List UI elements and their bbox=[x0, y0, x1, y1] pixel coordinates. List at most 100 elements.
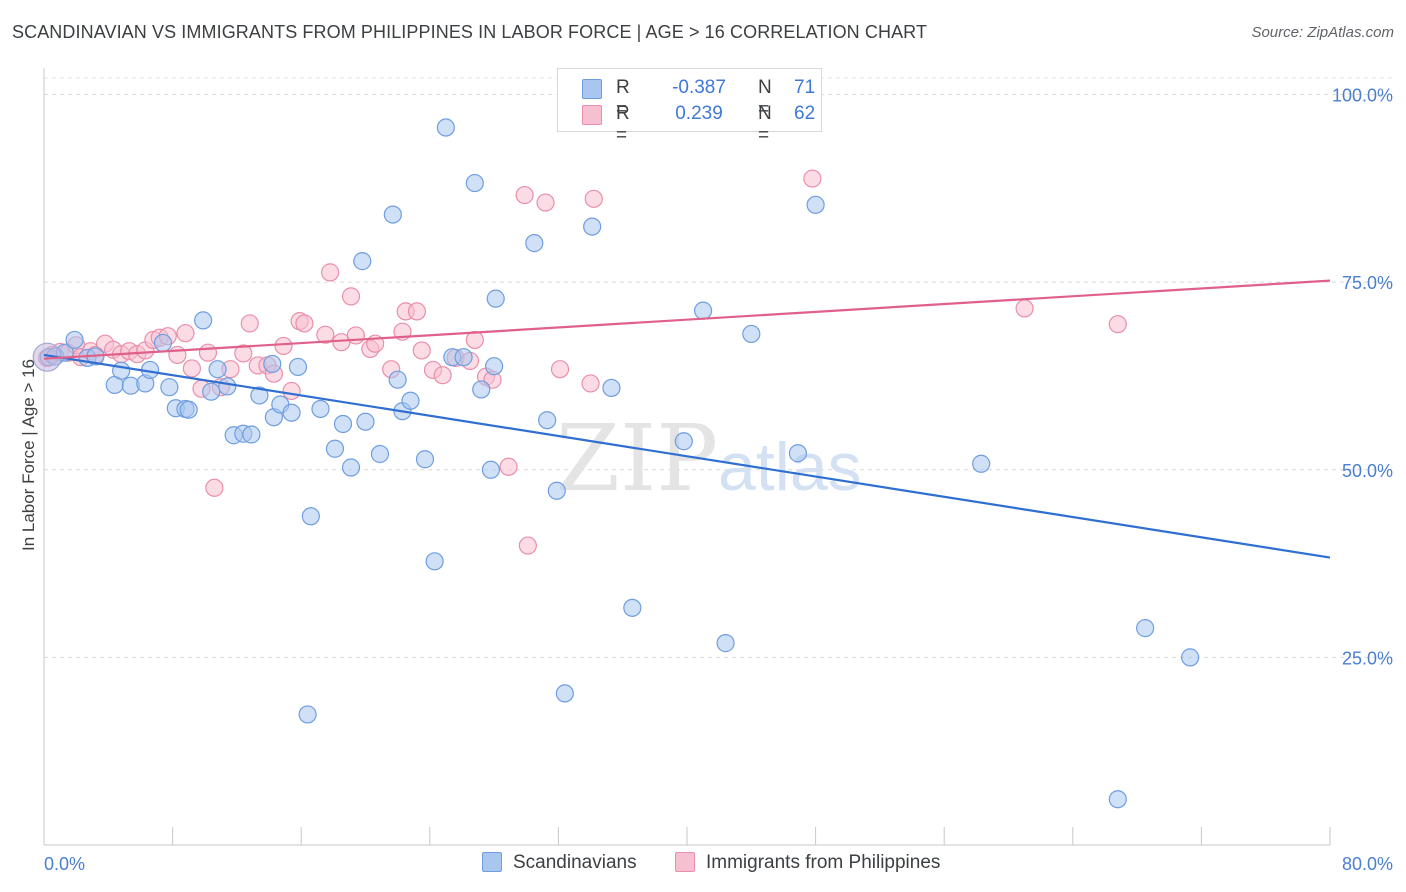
y-axis-title: In Labor Force | Age > 16 bbox=[19, 359, 38, 551]
gridlines bbox=[44, 77, 1392, 658]
scandinavian-point bbox=[485, 357, 504, 376]
scandinavian-point bbox=[742, 324, 761, 344]
philippines-point bbox=[282, 381, 301, 401]
philippines-point bbox=[465, 330, 484, 350]
scandinavian-point bbox=[806, 195, 825, 214]
philippines-trend-line bbox=[43, 279, 1331, 360]
philippines-point bbox=[581, 374, 600, 393]
scandinavian-point bbox=[972, 454, 991, 473]
bottom-legend-swatch-scandinavians bbox=[482, 852, 502, 872]
scandinavian-point bbox=[555, 684, 574, 703]
legend-n-value: 71 bbox=[794, 77, 816, 98]
legend-r-label: R = bbox=[616, 77, 630, 120]
philippines-point bbox=[274, 336, 293, 356]
scandinavian-point bbox=[693, 301, 713, 320]
philippines-point bbox=[803, 169, 822, 188]
legend-swatch-philippines bbox=[582, 105, 602, 125]
scandinavian-point bbox=[1181, 648, 1200, 667]
philippines-point bbox=[550, 360, 570, 379]
scandinavian-trend-line bbox=[43, 353, 1331, 559]
scandinavian-point bbox=[547, 481, 566, 500]
scandinavian-point bbox=[370, 444, 390, 464]
philippines-point bbox=[321, 263, 340, 282]
legend-n-value: 62 bbox=[794, 103, 816, 124]
scandinavian-point bbox=[112, 361, 131, 380]
bottom-legend-label-philippines: Immigrants from Philippines bbox=[706, 852, 941, 873]
philippines-point bbox=[346, 326, 365, 345]
scandinavian-point bbox=[481, 460, 500, 479]
x-tick-label: 0.0% bbox=[44, 854, 85, 874]
philippines-point bbox=[584, 189, 603, 208]
scandinavian-point bbox=[153, 333, 173, 353]
tick-labels: 25.0% 50.0% 75.0% 100.0% 0.0% 80.0% bbox=[44, 86, 1393, 874]
y-tick-label: 25.0% bbox=[1342, 648, 1393, 668]
scandinavian-point bbox=[282, 403, 301, 422]
scandinavian-point bbox=[716, 634, 735, 653]
bottom-legend-swatch-philippines bbox=[675, 852, 695, 872]
data-points bbox=[32, 118, 1200, 809]
legend-r-value: 0.239 bbox=[675, 103, 723, 124]
scandinavian-point bbox=[425, 552, 444, 571]
philippines-point bbox=[295, 314, 314, 333]
x-tick-label: 80.0% bbox=[1342, 854, 1393, 874]
scandinavian-point bbox=[401, 391, 420, 410]
scandinavian-point bbox=[353, 252, 372, 271]
scandinavian-point bbox=[788, 444, 808, 463]
scandinavian-point bbox=[250, 386, 269, 405]
legend-r-value: -0.387 bbox=[672, 77, 726, 98]
scandinavian-point bbox=[583, 217, 602, 236]
philippines-point bbox=[240, 314, 259, 333]
legend-n-label: N = bbox=[758, 77, 772, 120]
correlation-legend: R = -0.387 N = 71 R = 0.239 N = 62 bbox=[557, 68, 822, 146]
y-tick-label: 50.0% bbox=[1342, 461, 1393, 481]
scandinavian-point bbox=[454, 348, 473, 367]
scandinavian-point bbox=[486, 289, 505, 308]
philippines-point bbox=[1108, 315, 1127, 334]
scandinavian-point bbox=[436, 118, 455, 137]
chart-title: SCANDINAVIAN VS IMMIGRANTS FROM PHILIPPI… bbox=[12, 22, 928, 42]
scandinavian-point bbox=[602, 378, 621, 398]
scandinavian-point bbox=[311, 399, 330, 419]
scandinavian-point bbox=[179, 400, 198, 419]
scandinavian-point bbox=[333, 414, 353, 434]
philippines-point bbox=[341, 287, 361, 306]
philippines-point bbox=[518, 536, 537, 555]
philippines-point bbox=[198, 343, 218, 362]
philippines-point bbox=[499, 457, 518, 476]
philippines-point bbox=[412, 341, 431, 360]
bottom-legend-label-scandinavians: Scandinavians bbox=[513, 852, 637, 873]
legend-swatch-scandinavians bbox=[582, 79, 602, 99]
philippines-point bbox=[182, 359, 201, 378]
scandinavian-point bbox=[263, 354, 282, 374]
philippines-point bbox=[205, 478, 224, 497]
philippines-point bbox=[234, 344, 253, 363]
watermark-zip: ZIP bbox=[556, 405, 718, 512]
watermark: ZIP atlas bbox=[556, 405, 862, 512]
philippines-point bbox=[515, 185, 534, 205]
scandinavian-point bbox=[301, 507, 320, 526]
scandinavian-point bbox=[1108, 790, 1127, 809]
scandinavian-point bbox=[465, 173, 484, 193]
scandinavian-point bbox=[341, 458, 361, 477]
scandinavian-point bbox=[388, 370, 407, 389]
philippines-point bbox=[433, 366, 452, 385]
philippines-point bbox=[176, 324, 195, 343]
scandinavian-point bbox=[538, 411, 557, 430]
legend-r-label: R = bbox=[616, 103, 630, 146]
scandinavian-point bbox=[208, 360, 227, 379]
scandinavian-point bbox=[160, 378, 179, 397]
scandinavian-point bbox=[242, 425, 261, 444]
philippines-point bbox=[407, 302, 427, 321]
scandinavian-point bbox=[288, 357, 308, 377]
philippines-point bbox=[1015, 299, 1034, 318]
scandinavian-point bbox=[383, 205, 402, 224]
legend-n-label: N = bbox=[758, 103, 772, 146]
scandinavian-point bbox=[674, 432, 693, 451]
philippines-point bbox=[536, 193, 555, 212]
trend-lines bbox=[43, 279, 1331, 559]
scandinavian-point bbox=[218, 377, 237, 396]
scandinavian-point bbox=[415, 450, 435, 469]
y-tick-label: 75.0% bbox=[1342, 273, 1393, 293]
scandinavian-point bbox=[623, 598, 642, 617]
